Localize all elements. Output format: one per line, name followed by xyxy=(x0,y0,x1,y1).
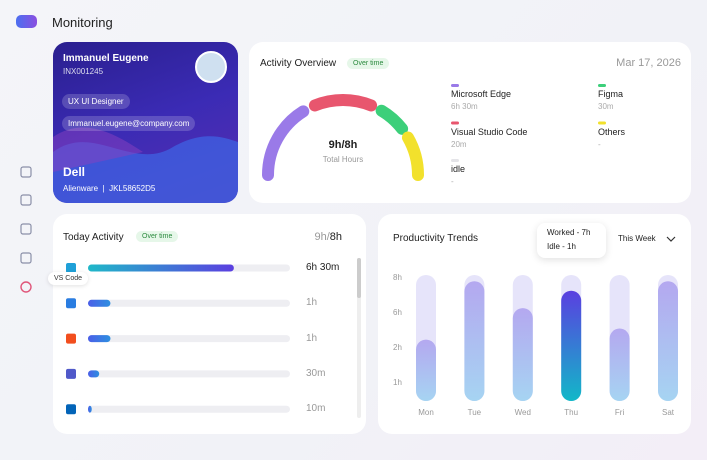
card-title: Productivity Trends xyxy=(393,233,479,244)
legend-time: 6h 30m xyxy=(451,102,478,111)
bar xyxy=(88,299,111,307)
page-title: Monitoring xyxy=(52,15,113,30)
email-pill: Immanuel.eugene@company.com xyxy=(62,116,196,131)
legend-time: 30m xyxy=(598,102,614,111)
device-info: Alienware | JKL58652D5 xyxy=(63,184,156,193)
tooltip-line: Idle - 1h xyxy=(547,242,576,251)
bar xyxy=(416,339,436,401)
app-icon xyxy=(66,333,76,344)
nav-icon[interactable] xyxy=(20,194,32,206)
tooltip-line: Worked - 7h xyxy=(547,228,591,237)
gauge-segment xyxy=(262,105,310,181)
today-activity-card: Today Activity Over time 9h/8h xyxy=(53,214,366,434)
bar-label: 6h 30m xyxy=(306,262,340,273)
date: Mar 17, 2026 xyxy=(616,57,681,69)
legend-time: - xyxy=(451,177,454,186)
y-tick-label: 8h xyxy=(393,273,402,282)
nav-icon[interactable] xyxy=(20,252,32,264)
legend-name: Visual Studio Code xyxy=(451,126,528,137)
nav-icon[interactable] xyxy=(20,166,32,178)
bar xyxy=(464,281,485,401)
card-title: Today Activity xyxy=(63,232,124,243)
total: 9h/8h xyxy=(314,231,342,243)
badge: Over time xyxy=(136,231,179,242)
legend-time: - xyxy=(598,139,601,149)
gauge-segment xyxy=(375,104,409,135)
bar xyxy=(561,290,582,401)
role-pill: UX UI Designer xyxy=(62,94,130,109)
nav-icon[interactable] xyxy=(20,281,32,293)
bar xyxy=(609,328,630,401)
x-tick-label: Sat xyxy=(661,408,674,417)
nav-icon[interactable] xyxy=(20,223,32,235)
bar xyxy=(88,335,111,343)
bar xyxy=(658,281,678,401)
avatar xyxy=(195,51,227,83)
gauge-label: Total Hours xyxy=(322,155,364,164)
bar-label: 1h xyxy=(306,332,318,344)
bar-track xyxy=(88,299,290,307)
activity-overview-card: Activity Overview Over time Mar 17, 2026… xyxy=(249,42,691,203)
gauge-value: 9h/8h xyxy=(328,139,358,151)
legend-name: idle xyxy=(451,164,466,174)
total-target: 8h xyxy=(329,231,342,243)
x-tick-label: Wed xyxy=(514,408,531,417)
gauge-segment xyxy=(308,94,378,112)
total-worked: 9h/ xyxy=(314,231,330,243)
bar-label: 10m xyxy=(306,403,326,415)
profile-wave xyxy=(53,127,238,203)
profile-card: Immanuel Eugene INX001245 UX UI Designer… xyxy=(53,42,238,203)
y-tick-label: 6h xyxy=(393,308,402,317)
app-icon xyxy=(66,404,76,415)
scrollbar[interactable] xyxy=(357,258,361,418)
legend-swatch xyxy=(451,121,459,125)
bar xyxy=(88,264,234,272)
x-tick-label: Tue xyxy=(467,408,482,417)
card-title: Activity Overview xyxy=(260,58,337,69)
x-tick-label: Mon xyxy=(418,408,434,417)
bar xyxy=(88,370,100,378)
legend-time: 20m xyxy=(451,139,467,149)
bar-label: 1h xyxy=(306,297,318,309)
device: Dell xyxy=(63,165,86,179)
app-icon xyxy=(66,298,76,309)
bar-track xyxy=(88,370,290,378)
legend-name: Others xyxy=(598,126,626,137)
legend-swatch xyxy=(598,84,606,87)
app-icon xyxy=(66,368,76,379)
legend-name: Microsoft Edge xyxy=(451,89,512,99)
bar-track xyxy=(88,405,290,413)
x-tick-label: Fri xyxy=(614,408,625,417)
legend-swatch xyxy=(451,84,459,87)
gauge-segment xyxy=(401,131,424,181)
legend-swatch xyxy=(598,121,606,125)
profile-name: Immanuel Eugene xyxy=(63,53,149,64)
bar xyxy=(88,405,92,413)
app-icon xyxy=(66,263,76,273)
y-tick-label: 2h xyxy=(393,343,402,352)
tooltip: Worked - 7h Idle - 1h xyxy=(537,223,606,258)
sidebar-tooltip: VS Code xyxy=(48,272,89,285)
profile-id: INX001245 xyxy=(63,67,104,76)
legend-swatch xyxy=(451,159,459,162)
badge: Over time xyxy=(347,58,390,69)
x-tick-label: Thu xyxy=(564,408,579,417)
legend-name: Figma xyxy=(598,89,624,99)
bar-label: 30m xyxy=(306,367,326,379)
period-select[interactable]: This Week xyxy=(618,234,656,243)
bar-track xyxy=(88,335,290,343)
logo[interactable] xyxy=(16,15,37,28)
y-tick-label: 1h xyxy=(393,378,402,387)
bar xyxy=(512,308,533,401)
